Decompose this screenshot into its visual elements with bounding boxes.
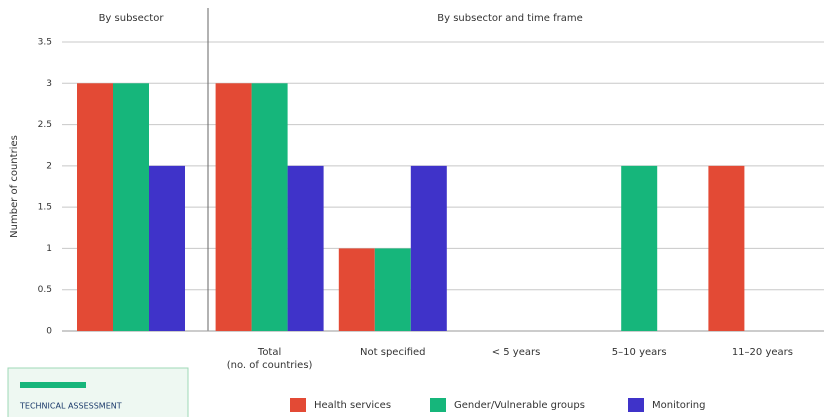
y-axis-label: Number of countries [9, 135, 20, 238]
x-tick-label: Total (no. of countries) [227, 347, 313, 371]
bar [287, 165, 324, 331]
y-tick-label: 2 [46, 161, 52, 171]
panel-title: By subsector and time frame [437, 13, 582, 24]
y-tick-label: 0 [46, 327, 52, 337]
bar [113, 83, 149, 332]
y-tick-label: 3.5 [38, 38, 52, 48]
bar [338, 248, 375, 331]
legend-swatch [430, 398, 446, 412]
thumbnail-title: TECHNICAL ASSESSMENT [19, 402, 122, 411]
x-tick-label: 11–20 years [732, 347, 793, 358]
x-tick-label: Not specified [360, 347, 425, 358]
bar [251, 83, 288, 332]
legend-swatch [290, 398, 306, 412]
y-tick-label: 0.5 [38, 285, 52, 295]
y-tick-label: 1.5 [38, 203, 52, 213]
legend-swatch [628, 398, 644, 412]
bar [621, 165, 658, 331]
legend-label: Health services [314, 400, 391, 411]
x-tick-label: < 5 years [492, 347, 541, 358]
legend-label: Monitoring [652, 400, 705, 411]
bar [410, 165, 447, 331]
bar [374, 248, 411, 331]
document-thumbnail [7, 367, 189, 417]
panel-title: By subsector [99, 13, 165, 24]
bar [149, 165, 185, 331]
x-tick-label: 5–10 years [612, 347, 667, 358]
bar [77, 83, 113, 332]
legend-label: Gender/Vulnerable groups [454, 400, 585, 411]
bar [215, 83, 252, 332]
y-tick-label: 1 [46, 244, 52, 254]
thumbnail-banner [20, 382, 86, 388]
y-tick-label: 3 [46, 79, 52, 89]
y-tick-label: 2.5 [38, 120, 52, 130]
bar [708, 165, 745, 331]
